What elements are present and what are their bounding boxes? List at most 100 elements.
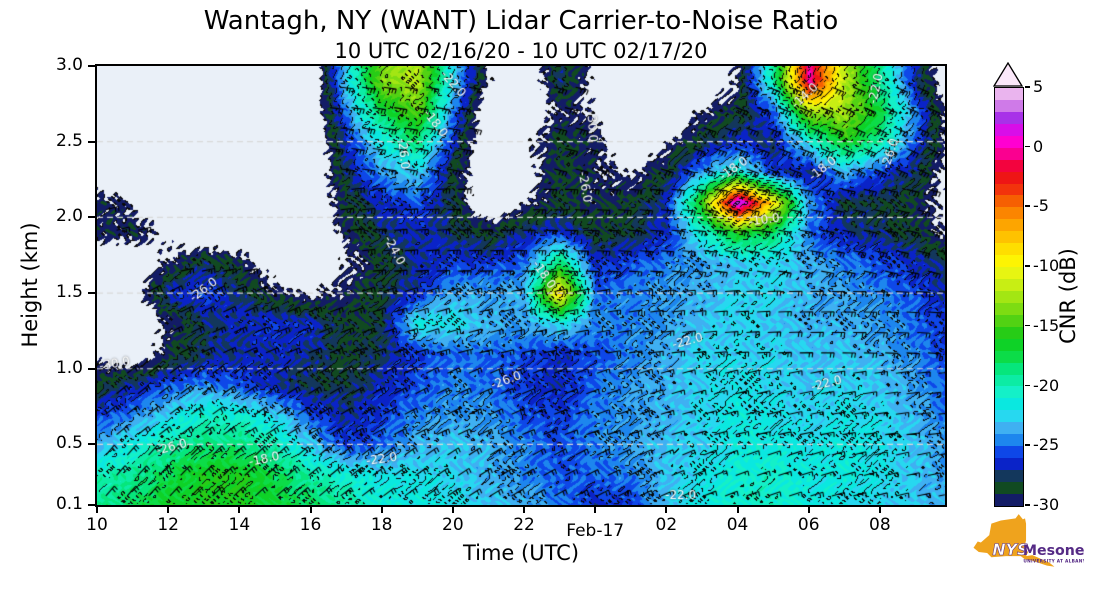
colorbar-tick-label: -15 [1033, 315, 1060, 335]
x-tick-mark [309, 507, 312, 513]
x-tick-label: Feb-17 [566, 521, 625, 541]
x-tick-mark [167, 507, 170, 513]
colorbar-band [995, 279, 1023, 291]
colorbar-band [995, 386, 1023, 399]
chart-subtitle: 10 UTC 02/16/20 - 10 UTC 02/17/20 [334, 39, 708, 63]
y-tick-mark [88, 292, 95, 295]
y-tick-mark [88, 443, 95, 446]
x-tick-label: 20 [442, 515, 464, 535]
colorbar-band [995, 231, 1023, 244]
colorbar-tick-mark [1025, 145, 1030, 148]
x-tick-label: 14 [228, 515, 251, 535]
colorbar-tick-mark [1025, 444, 1030, 446]
logo-tagline-text: UNIVERSITY AT ALBANY [1023, 558, 1084, 564]
colorbar-tick-mark [1025, 504, 1030, 506]
logo-mesonet-text: Mesonet [1023, 543, 1084, 559]
colorbar-tick-mark [1025, 205, 1030, 208]
x-tick-mark [380, 507, 383, 513]
colorbar-label: CNR (dB) [1056, 248, 1080, 344]
colorbar-tick-mark [1025, 86, 1030, 88]
x-tick-mark [736, 507, 739, 513]
colorbar-tick-mark [1025, 324, 1030, 327]
colorbar-band [995, 99, 1023, 112]
colorbar [994, 87, 1024, 507]
x-tick-mark [238, 507, 241, 513]
y-tick-mark [88, 65, 95, 67]
colorbar-band [995, 111, 1023, 124]
colorbar-band [995, 410, 1023, 423]
colorbar-band [995, 171, 1023, 184]
colorbar-band [995, 302, 1023, 315]
x-tick-label: 22 [513, 515, 535, 535]
colorbar-band [995, 243, 1023, 256]
y-tick-mark [88, 504, 95, 506]
colorbar-extend-arrow [993, 62, 1023, 87]
colorbar-tick-label: 5 [1033, 77, 1044, 96]
colorbar-band [995, 255, 1023, 268]
x-tick-label: 10 [86, 515, 108, 535]
x-tick-label: 12 [157, 515, 179, 535]
colorbar-band [995, 374, 1023, 387]
colorbar-band [995, 195, 1023, 208]
x-tick-mark [878, 507, 881, 513]
ny-state-shape [973, 514, 1055, 567]
y-tick-label: 0.1 [55, 494, 83, 514]
colorbar-band [995, 159, 1023, 172]
colorbar-band [995, 434, 1023, 447]
colorbar-tick-mark [1025, 265, 1030, 267]
x-tick-mark [594, 507, 597, 513]
colorbar-band [995, 207, 1023, 220]
y-tick-mark [88, 367, 95, 370]
x-tick-mark [523, 507, 526, 513]
colorbar-band [995, 290, 1023, 303]
colorbar-band [995, 481, 1023, 494]
colorbar-band [995, 267, 1023, 279]
colorbar-band [995, 446, 1023, 459]
colorbar-tick-label: -30 [1033, 495, 1060, 514]
colorbar-band [995, 362, 1023, 375]
colorbar-band [995, 422, 1023, 435]
colorbar-band [995, 493, 1023, 506]
colorbar-tick-label: -5 [1033, 196, 1049, 216]
colorbar-band [995, 470, 1023, 482]
colorbar-band [995, 219, 1023, 232]
colorbar-tick-label: 0 [1033, 136, 1044, 156]
x-tick-label: 18 [370, 515, 393, 535]
colorbar-band [995, 314, 1023, 327]
y-tick-label: 2.0 [55, 206, 83, 227]
colorbar-tick-mark [1025, 384, 1030, 387]
colorbar-band [995, 338, 1023, 351]
x-tick-label: 16 [299, 515, 322, 535]
y-tick-mark [88, 216, 95, 219]
y-tick-label: 0.5 [55, 433, 83, 454]
colorbar-tick-label: -25 [1033, 435, 1060, 455]
colorbar-tick-label: -10 [1033, 256, 1060, 276]
x-tick-mark [451, 507, 454, 513]
x-tick-mark [665, 507, 668, 513]
x-axis-label: Time (UTC) [462, 541, 580, 565]
logo-nys-text: NYS [992, 540, 1028, 559]
y-tick-label: 1.0 [55, 357, 83, 378]
x-tick-mark [807, 507, 810, 513]
cnr-heatmap-canvas [97, 66, 945, 505]
y-tick-mark [88, 140, 95, 143]
x-tick-label: 06 [797, 515, 820, 535]
nys-mesonet-logo: NYS Mesonet UNIVERSITY AT ALBANY [973, 514, 1084, 567]
colorbar-band [995, 88, 1023, 100]
x-tick-label: 08 [869, 515, 891, 535]
colorbar-band [995, 123, 1023, 136]
y-tick-label: 2.5 [55, 130, 83, 151]
x-tick-label: 02 [655, 515, 678, 535]
colorbar-band [995, 135, 1023, 148]
y-tick-label: 3.0 [55, 55, 83, 75]
x-tick-label: 04 [726, 515, 749, 535]
colorbar-band [995, 183, 1023, 196]
chart-title: Wantagh, NY (WANT) Lidar Carrier-to-Nois… [203, 6, 839, 36]
colorbar-band [995, 326, 1023, 339]
colorbar-band [995, 147, 1023, 160]
y-tick-label: 1.5 [55, 282, 83, 303]
colorbar-band [995, 350, 1023, 363]
x-tick-mark [96, 507, 98, 513]
plot-area [95, 64, 947, 507]
